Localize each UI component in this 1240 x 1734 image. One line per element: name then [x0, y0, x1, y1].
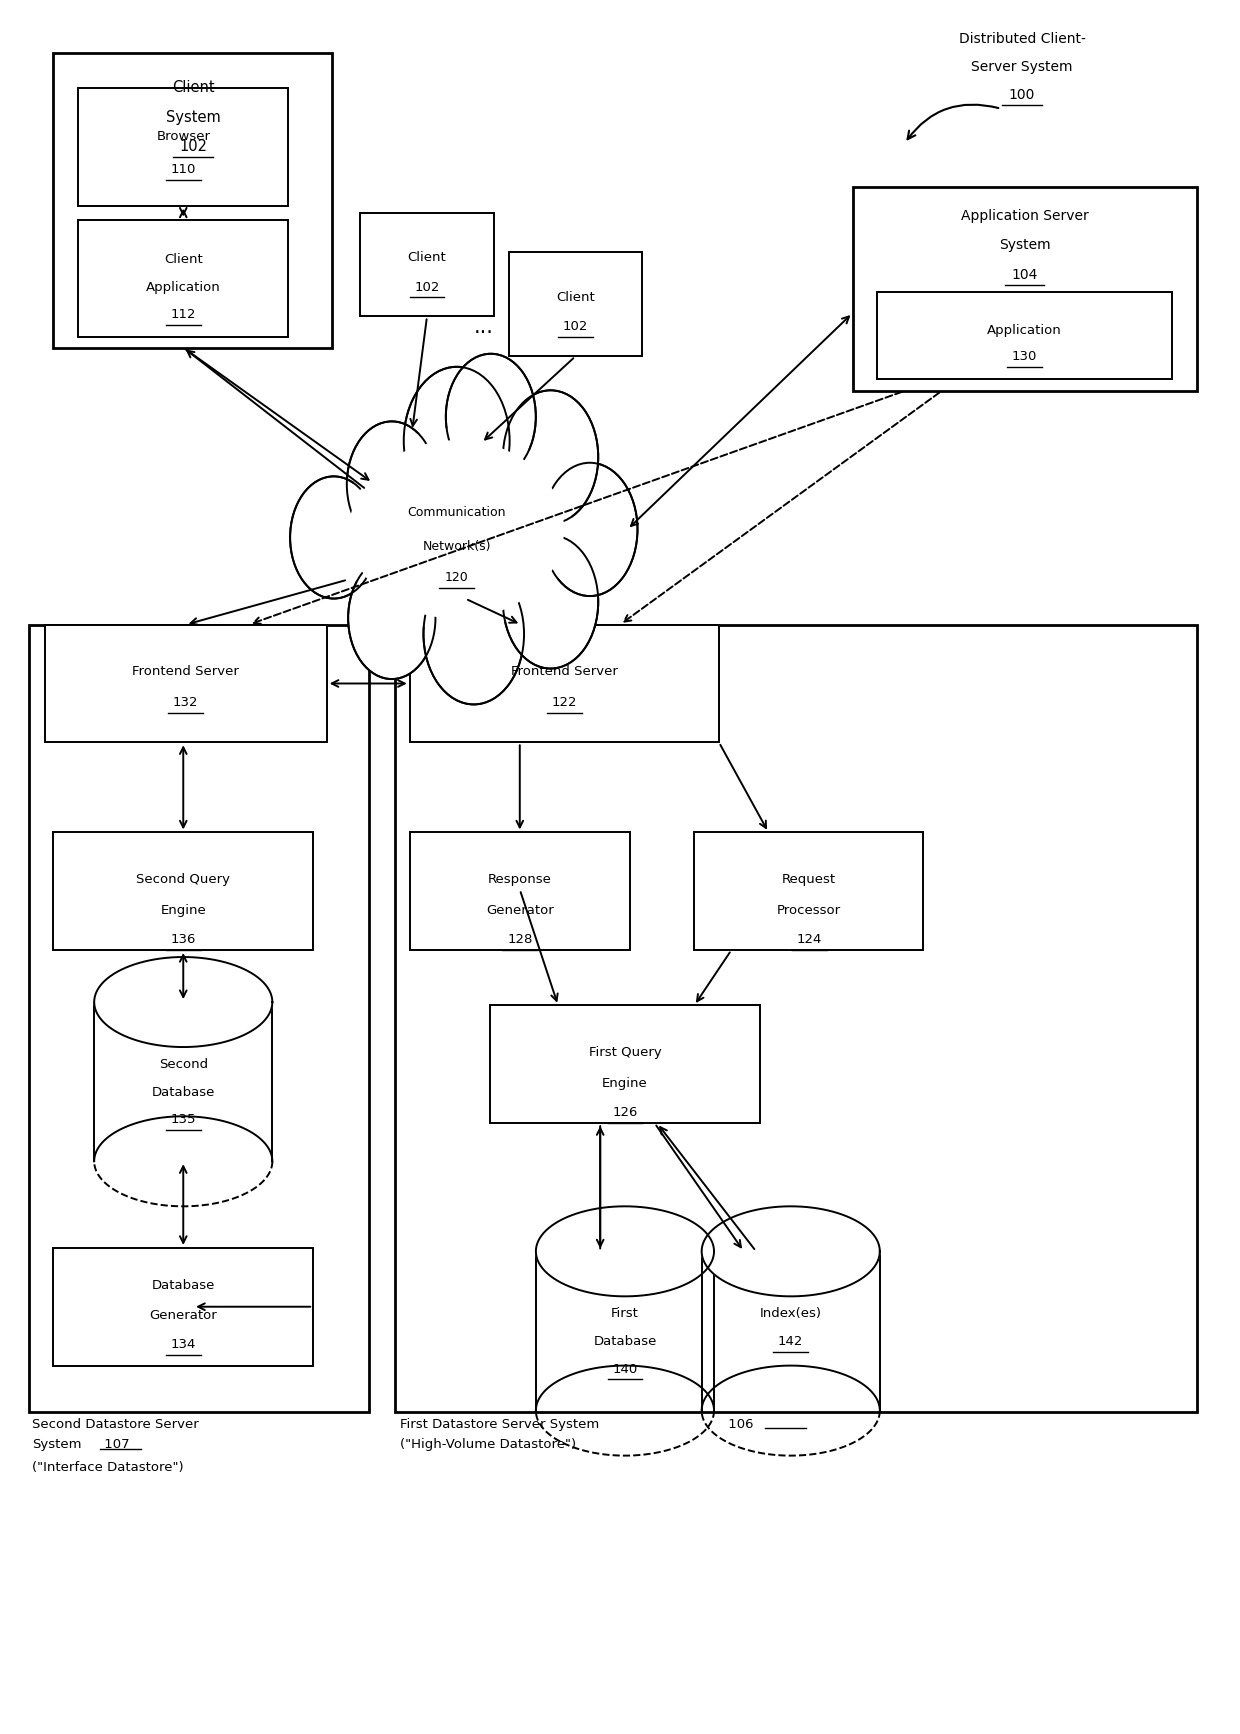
FancyBboxPatch shape — [53, 1248, 314, 1366]
Text: Database: Database — [151, 1085, 215, 1099]
Text: 102: 102 — [179, 139, 207, 154]
Text: First: First — [611, 1307, 639, 1320]
Text: 128: 128 — [507, 933, 532, 947]
FancyBboxPatch shape — [53, 54, 332, 347]
Text: 106: 106 — [724, 1417, 754, 1431]
Text: Engine: Engine — [603, 1077, 647, 1091]
FancyBboxPatch shape — [853, 187, 1197, 390]
Text: Communication: Communication — [408, 506, 506, 518]
Text: Application: Application — [987, 324, 1061, 336]
Text: Database: Database — [151, 1280, 215, 1292]
Text: Generator: Generator — [486, 903, 553, 917]
FancyBboxPatch shape — [490, 1006, 760, 1124]
Text: 140: 140 — [613, 1363, 637, 1375]
FancyBboxPatch shape — [694, 832, 923, 950]
Text: Frontend Server: Frontend Server — [133, 664, 239, 678]
Ellipse shape — [536, 1207, 714, 1297]
FancyBboxPatch shape — [78, 88, 289, 206]
Text: First Query: First Query — [589, 1046, 661, 1059]
Text: 102: 102 — [563, 321, 588, 333]
FancyBboxPatch shape — [78, 220, 289, 336]
Circle shape — [290, 477, 377, 598]
Circle shape — [503, 536, 598, 669]
FancyBboxPatch shape — [45, 624, 327, 742]
FancyBboxPatch shape — [878, 293, 1172, 378]
Text: Client: Client — [164, 253, 202, 265]
Text: Frontend Server: Frontend Server — [511, 664, 618, 678]
Text: Client: Client — [556, 291, 595, 303]
FancyBboxPatch shape — [29, 624, 368, 1411]
Text: 100: 100 — [1009, 88, 1035, 102]
Text: Client: Client — [408, 251, 446, 264]
Text: Application Server: Application Server — [961, 210, 1089, 224]
Ellipse shape — [341, 428, 572, 629]
Circle shape — [503, 390, 598, 524]
Text: Application: Application — [146, 281, 221, 293]
Circle shape — [348, 557, 435, 680]
Text: Response: Response — [487, 872, 552, 886]
FancyBboxPatch shape — [409, 624, 719, 742]
FancyBboxPatch shape — [394, 624, 1197, 1411]
Text: Distributed Client-: Distributed Client- — [959, 33, 1085, 47]
Text: Network(s): Network(s) — [423, 541, 491, 553]
Text: Engine: Engine — [160, 903, 206, 917]
Text: System: System — [32, 1437, 82, 1451]
Text: Database: Database — [593, 1335, 657, 1347]
Ellipse shape — [350, 440, 563, 617]
Text: ("Interface Datastore"): ("Interface Datastore") — [32, 1460, 184, 1474]
Text: Generator: Generator — [149, 1309, 217, 1321]
Text: Request: Request — [782, 872, 836, 886]
Text: 107: 107 — [100, 1437, 130, 1451]
Text: Index(es): Index(es) — [760, 1307, 822, 1320]
FancyBboxPatch shape — [94, 1002, 273, 1162]
Text: 112: 112 — [171, 309, 196, 321]
Text: 136: 136 — [171, 933, 196, 947]
Circle shape — [542, 463, 637, 596]
Circle shape — [347, 421, 436, 548]
FancyBboxPatch shape — [409, 832, 630, 950]
FancyBboxPatch shape — [53, 832, 314, 950]
Text: Second Datastore Server: Second Datastore Server — [32, 1417, 200, 1431]
Text: Processor: Processor — [777, 903, 842, 917]
Text: 132: 132 — [174, 695, 198, 709]
Text: 120: 120 — [445, 572, 469, 584]
Circle shape — [424, 564, 525, 704]
Text: 130: 130 — [1012, 350, 1037, 362]
Circle shape — [446, 354, 536, 480]
Text: Second Query: Second Query — [136, 872, 231, 886]
Text: 122: 122 — [552, 695, 577, 709]
Text: System: System — [166, 109, 221, 125]
FancyBboxPatch shape — [508, 253, 642, 355]
Text: Second: Second — [159, 1058, 208, 1072]
Text: System: System — [998, 239, 1050, 253]
Text: Browser: Browser — [156, 130, 211, 142]
Circle shape — [404, 368, 510, 515]
Text: ...: ... — [474, 317, 494, 336]
Text: First Datastore Server System: First Datastore Server System — [399, 1417, 599, 1431]
Text: 102: 102 — [414, 281, 440, 293]
Ellipse shape — [702, 1207, 880, 1297]
FancyBboxPatch shape — [536, 1252, 714, 1410]
FancyBboxPatch shape — [702, 1252, 880, 1410]
Text: 135: 135 — [171, 1113, 196, 1127]
Text: Client: Client — [172, 80, 215, 95]
Text: 110: 110 — [171, 163, 196, 175]
Ellipse shape — [94, 957, 273, 1047]
Text: 124: 124 — [796, 933, 822, 947]
FancyBboxPatch shape — [360, 213, 494, 317]
Text: Server System: Server System — [971, 61, 1073, 75]
Text: 126: 126 — [613, 1106, 637, 1120]
Text: 104: 104 — [1012, 269, 1038, 283]
Text: ("High-Volume Datastore"): ("High-Volume Datastore") — [399, 1437, 575, 1451]
Text: 134: 134 — [171, 1339, 196, 1351]
Text: 142: 142 — [777, 1335, 804, 1347]
